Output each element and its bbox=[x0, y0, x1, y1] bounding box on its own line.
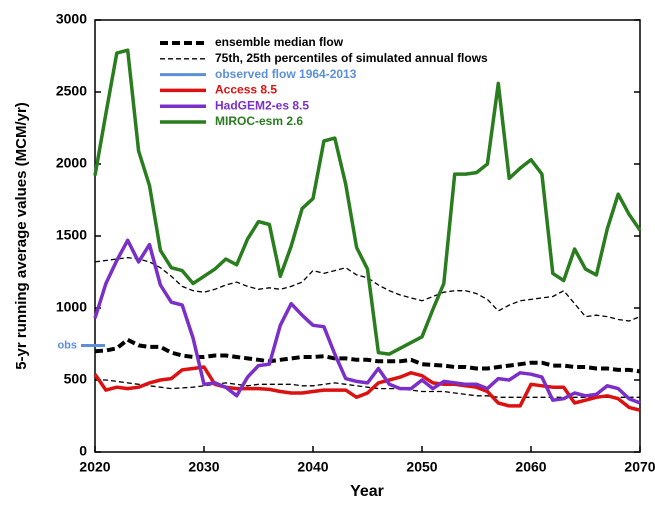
y-tick-label: 500 bbox=[64, 371, 88, 387]
x-axis-label: Year bbox=[350, 483, 384, 500]
x-tick-label: 2020 bbox=[79, 459, 110, 475]
x-tick-label: 2030 bbox=[188, 459, 219, 475]
y-tick-label: 3000 bbox=[56, 11, 87, 27]
y-tick-label: 0 bbox=[79, 443, 87, 459]
y-tick-label: 2000 bbox=[56, 155, 87, 171]
legend-label: Access 8.5 bbox=[215, 83, 277, 97]
y-tick-label: 1000 bbox=[56, 299, 87, 315]
legend-label: ensemble median flow bbox=[215, 35, 344, 49]
y-axis-label: 5-yr running average values (MCM/yr) bbox=[13, 102, 30, 370]
observed-label: obs bbox=[57, 339, 77, 351]
series-line bbox=[94, 337, 641, 374]
series-line bbox=[93, 365, 641, 412]
x-tick-label: 2070 bbox=[624, 459, 655, 475]
y-tick-label: 2500 bbox=[56, 83, 87, 99]
legend-label: HadGEM2-es 8.5 bbox=[215, 98, 309, 112]
series-line bbox=[94, 256, 641, 322]
legend-label: MIROC-esm 2.6 bbox=[215, 114, 303, 128]
series-line bbox=[93, 238, 641, 405]
x-tick-label: 2040 bbox=[297, 459, 328, 475]
y-tick-label: 1500 bbox=[56, 227, 87, 243]
series-line bbox=[93, 48, 642, 356]
series-line bbox=[95, 379, 640, 398]
legend-label: observed flow 1964-2013 bbox=[215, 67, 357, 81]
x-tick-label: 2050 bbox=[406, 459, 437, 475]
legend-label: 75th, 25th percentiles of simulated annu… bbox=[215, 51, 488, 65]
x-tick-label: 2060 bbox=[515, 459, 546, 475]
